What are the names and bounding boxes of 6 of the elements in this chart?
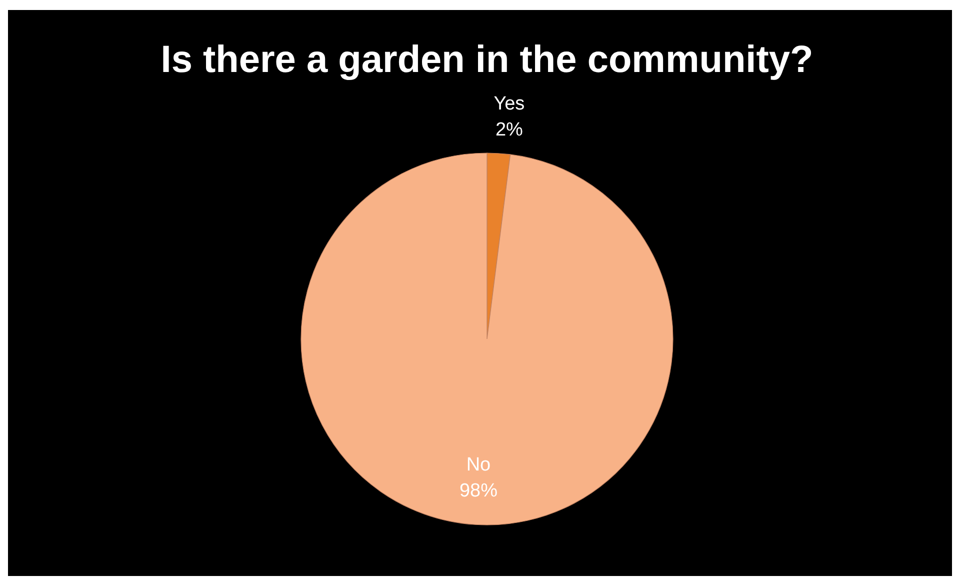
data-label: 98% bbox=[459, 480, 498, 502]
data-label: 2% bbox=[495, 119, 524, 140]
chart-title: Is there a garden in the community? bbox=[160, 39, 814, 81]
slice-label: Yes bbox=[494, 93, 525, 114]
slice-label: No bbox=[466, 454, 491, 476]
pie-slice bbox=[300, 152, 674, 525]
